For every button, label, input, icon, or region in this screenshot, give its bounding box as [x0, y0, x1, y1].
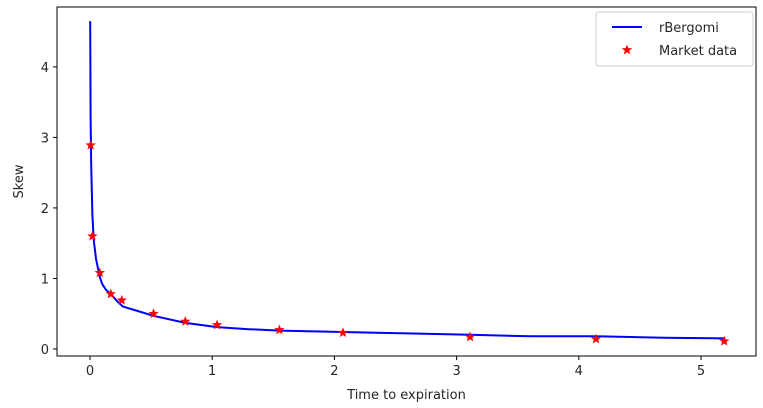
x-tick-label: 5 — [697, 364, 705, 379]
market-data-series — [85, 139, 730, 346]
legend-box — [595, 11, 754, 67]
market-data-point — [274, 324, 285, 335]
x-tick-label: 1 — [208, 364, 216, 379]
x-tick-label: 2 — [330, 364, 338, 379]
x-axis-ticks: 0 1 2 3 4 5 — [86, 356, 705, 379]
market-data-point — [94, 267, 105, 278]
y-tick-label: 0 — [41, 343, 49, 358]
legend-label-market-data: Market data — [659, 44, 737, 59]
y-tick-label: 4 — [41, 61, 49, 76]
x-tick-label: 3 — [452, 364, 460, 379]
x-tick-label: 4 — [575, 364, 583, 379]
market-data-point — [337, 327, 349, 338]
y-tick-label: 2 — [41, 202, 49, 217]
legend-star-marker — [621, 44, 633, 55]
market-data-point — [719, 335, 730, 346]
market-data-point — [148, 308, 159, 319]
y-tick-label: 1 — [41, 272, 49, 287]
market-data-point — [180, 315, 191, 326]
legend-label-rbergomi: rBergomi — [659, 21, 719, 36]
y-axis-label: Skew — [12, 164, 27, 198]
market-data-point — [590, 333, 602, 344]
market-data-point — [85, 139, 96, 150]
x-axis-label: Time to expiration — [346, 388, 466, 403]
y-axis-ticks: 0 1 2 3 4 — [41, 61, 57, 358]
market-data-point — [105, 288, 116, 299]
x-tick-label: 0 — [86, 364, 94, 379]
y-tick-label: 3 — [41, 131, 49, 146]
market-data-point — [87, 230, 98, 241]
market-data-point — [116, 294, 127, 305]
market-data-point — [211, 319, 223, 330]
legend: rBergomi Market data — [595, 11, 754, 67]
market-data-point — [464, 331, 476, 342]
